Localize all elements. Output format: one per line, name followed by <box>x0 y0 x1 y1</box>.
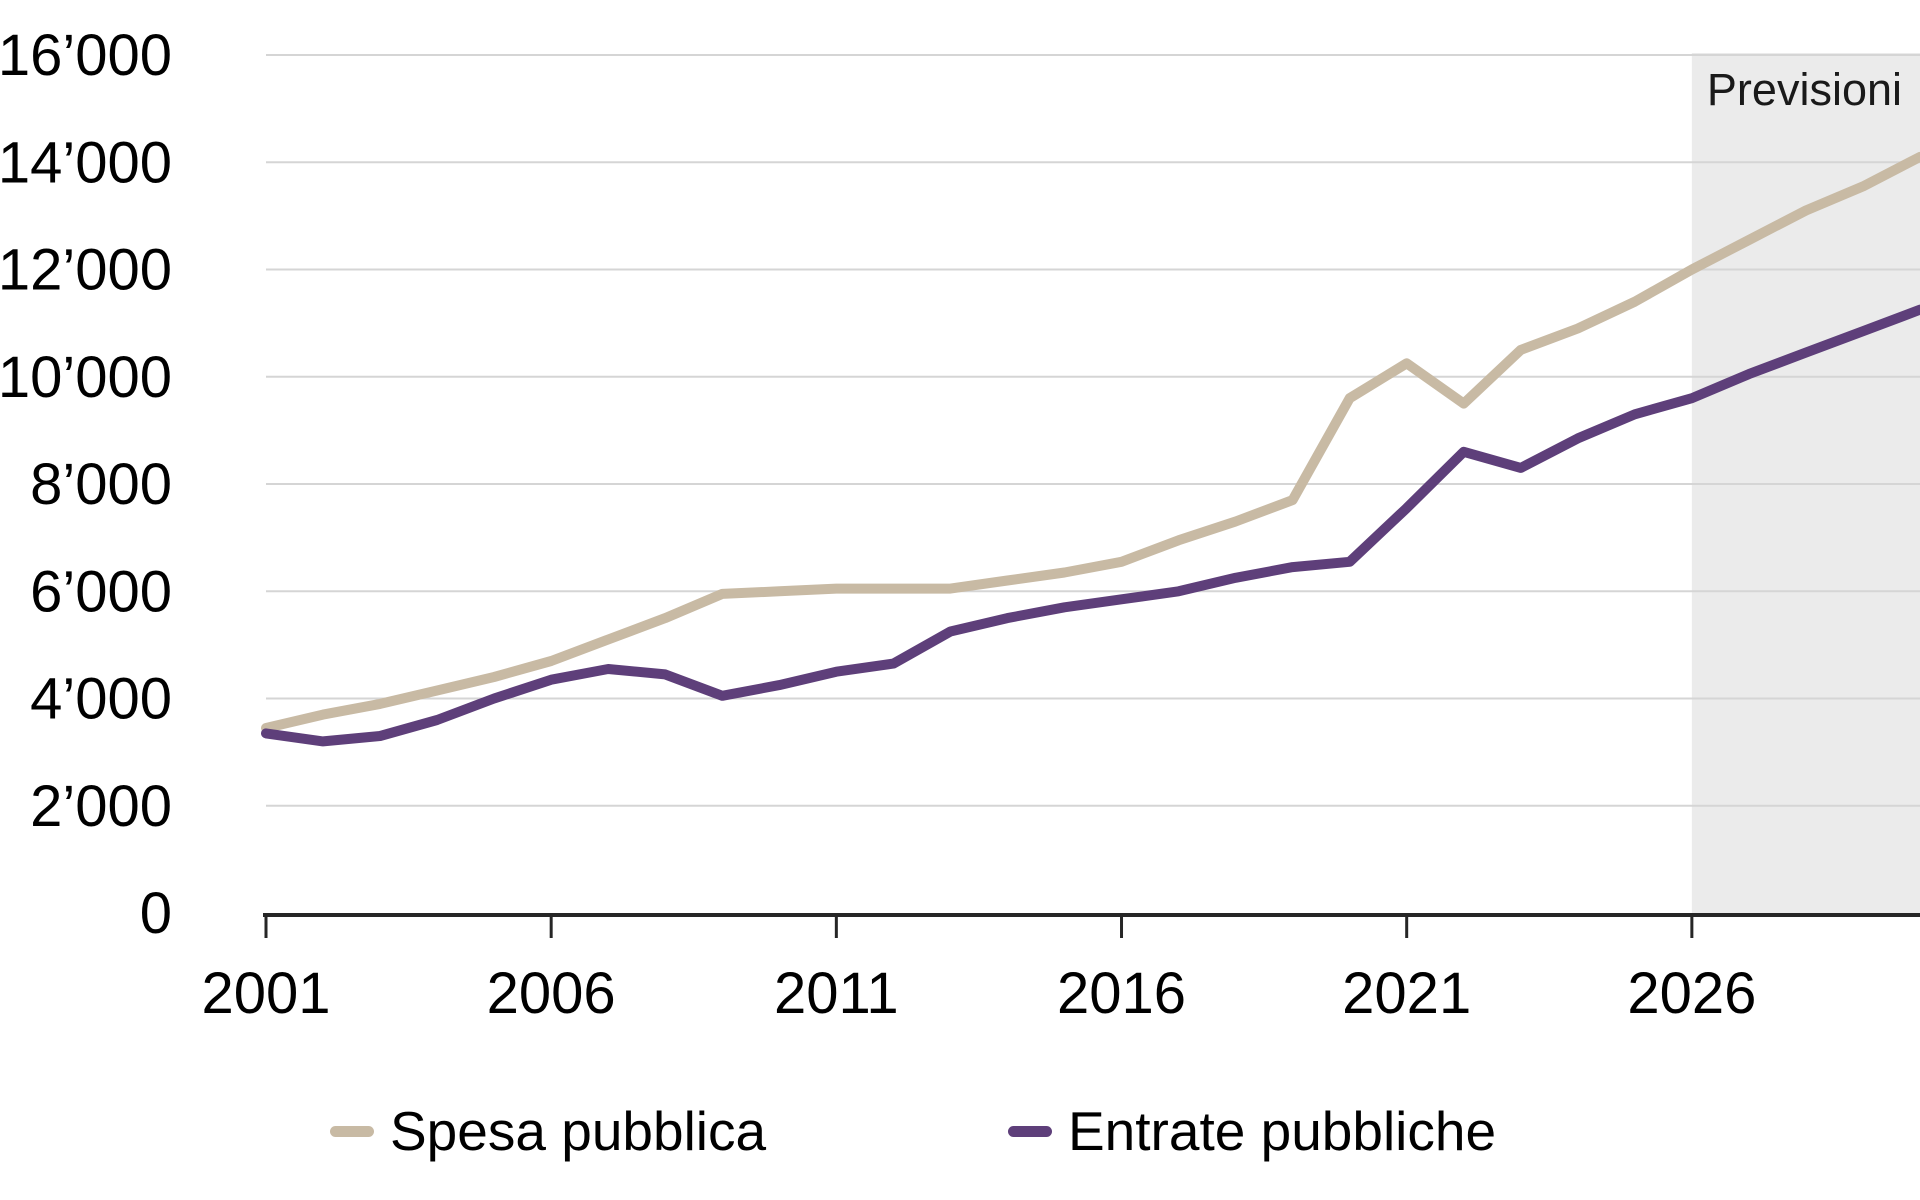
series-line-entrate-pubbliche <box>261 304 1920 747</box>
x-tick-label: 2001 <box>201 961 330 1026</box>
legend-label-spesa-pubblica: Spesa pubblica <box>390 1099 767 1162</box>
forecast-label: Previsioni <box>1707 64 1902 115</box>
y-tick-label: 16’000 <box>0 23 172 88</box>
chart-legend: Spesa pubblica Entrate pubbliche <box>0 1096 1920 1166</box>
y-tick-label: 8’000 <box>30 452 172 517</box>
y-tick-label: 12’000 <box>0 238 172 303</box>
y-tick-label: 4’000 <box>30 667 172 732</box>
legend-marker-spesa-icon <box>330 1125 374 1137</box>
legend-item-spesa-pubblica: Spesa pubblica <box>330 1096 766 1166</box>
y-tick-label: 0 <box>140 881 172 946</box>
y-tick-label: 6’000 <box>30 559 172 624</box>
y-tick-label: 2’000 <box>30 774 172 839</box>
x-tick-label: 2021 <box>1342 961 1471 1026</box>
y-tick-label: 14’000 <box>0 130 172 195</box>
y-tick-label: 10’000 <box>0 345 172 410</box>
legend-marker-entrate-icon <box>1008 1125 1052 1137</box>
x-tick-label: 2016 <box>1057 961 1186 1026</box>
series-line-spesa-pubblica <box>261 151 1920 733</box>
x-tick-label: 2026 <box>1627 961 1756 1026</box>
legend-item-entrate-pubbliche: Entrate pubbliche <box>1008 1096 1496 1166</box>
x-tick-label: 2011 <box>774 961 899 1026</box>
legend-label-entrate-pubbliche: Entrate pubbliche <box>1068 1099 1497 1162</box>
x-tick-label: 2006 <box>487 961 616 1026</box>
